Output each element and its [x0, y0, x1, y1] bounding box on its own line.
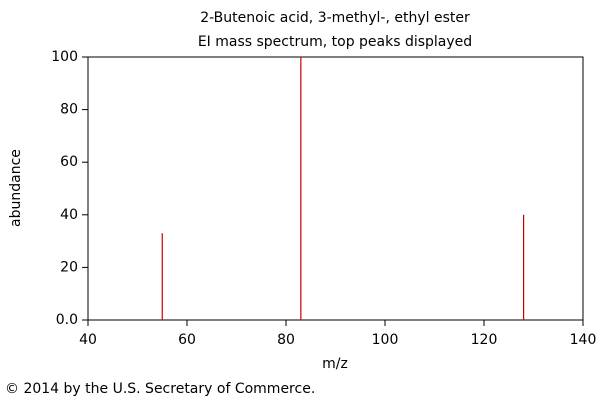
x-tick-label: 120	[471, 332, 498, 348]
x-tick-label: 100	[372, 332, 399, 348]
chart-title: 2-Butenoic acid, 3-methyl-, ethyl ester	[200, 10, 470, 26]
y-tick-label: 80	[60, 102, 78, 118]
y-axis-label: abundance	[8, 149, 24, 227]
copyright: © 2014 by the U.S. Secretary of Commerce…	[5, 381, 315, 397]
x-tick-label: 80	[277, 332, 295, 348]
x-tick-label: 60	[178, 332, 196, 348]
x-axis-label: m/z	[322, 356, 348, 372]
plot-frame	[87, 56, 584, 321]
y-tick-label: 0.0	[56, 312, 78, 328]
chart-subtitle: EI mass spectrum, top peaks displayed	[198, 34, 472, 50]
y-tick-label: 40	[60, 207, 78, 223]
x-tick-label: 40	[79, 332, 97, 348]
y-tick-label: 60	[60, 154, 78, 170]
y-tick-label: 20	[60, 259, 78, 275]
x-tick-label: 140	[570, 332, 597, 348]
y-tick-label: 100	[51, 49, 78, 65]
